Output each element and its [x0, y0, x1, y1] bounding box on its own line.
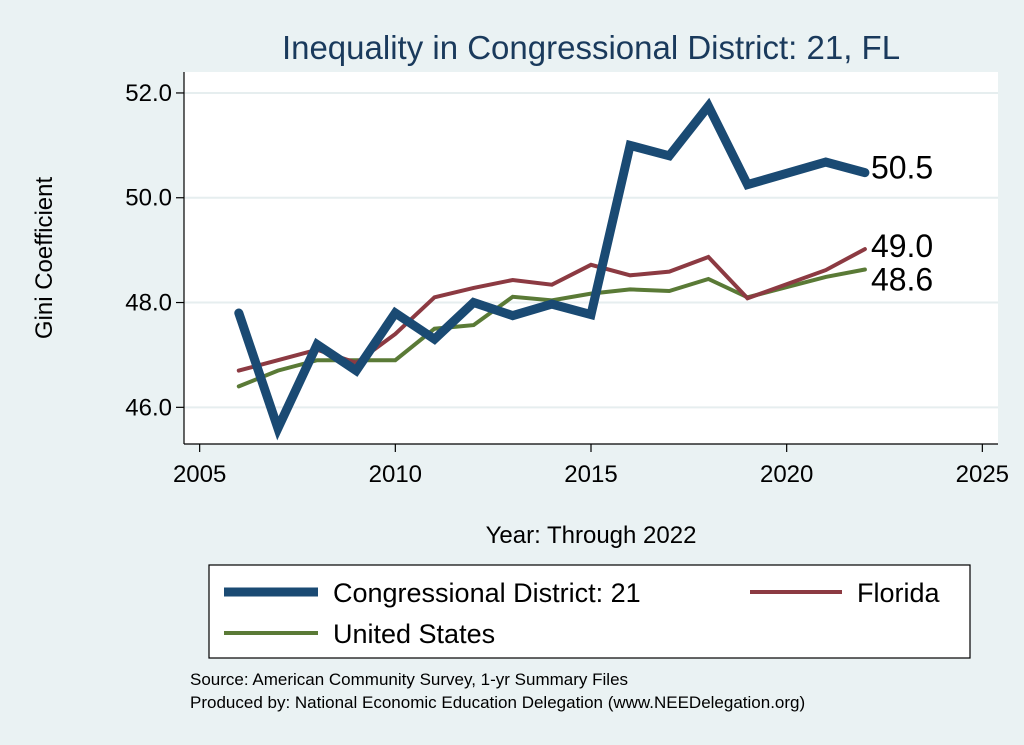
x-tick-label: 2005 — [173, 461, 226, 488]
series-lines — [234, 97, 870, 441]
source-line-2: Produced by: National Economic Education… — [190, 693, 805, 712]
y-tick-label: 46.0 — [125, 394, 172, 421]
legend: Congressional District: 21 Florida United … — [224, 578, 941, 649]
x-tick-label: 2015 — [564, 461, 617, 488]
series-line-0 — [234, 97, 870, 441]
x-ticks: 2005 2010 2015 2020 2025 — [173, 444, 1009, 488]
x-tick-label: 2020 — [760, 461, 813, 488]
source-line-1: Source: American Community Survey, 1-yr … — [190, 670, 628, 689]
x-tick-label: 2025 — [956, 461, 1009, 488]
y-ticks: 46.0 48.0 50.0 52.0 — [125, 80, 184, 421]
plot-area — [184, 72, 998, 444]
end-label-0: 50.5 — [871, 150, 933, 186]
legend-label-2: United States — [333, 619, 495, 649]
legend-label-0: Congressional District: 21 — [333, 578, 641, 608]
end-label-1: 49.0 — [871, 228, 933, 264]
chart-title: Inequality in Congressional District: 21… — [282, 29, 900, 66]
end-label-2: 48.6 — [871, 262, 933, 298]
y-tick-label: 48.0 — [125, 290, 172, 317]
legend-box — [208, 564, 971, 659]
y-tick-label: 50.0 — [125, 185, 172, 212]
y-tick-label: 52.0 — [125, 80, 172, 107]
x-axis-title: Year: Through 2022 — [486, 522, 697, 549]
x-tick-label: 2010 — [369, 461, 422, 488]
end-labels: 50.5 49.048.6 — [871, 150, 933, 298]
legend-label-1: Florida — [857, 578, 941, 608]
y-axis-title: Gini Coefficient — [31, 177, 58, 340]
